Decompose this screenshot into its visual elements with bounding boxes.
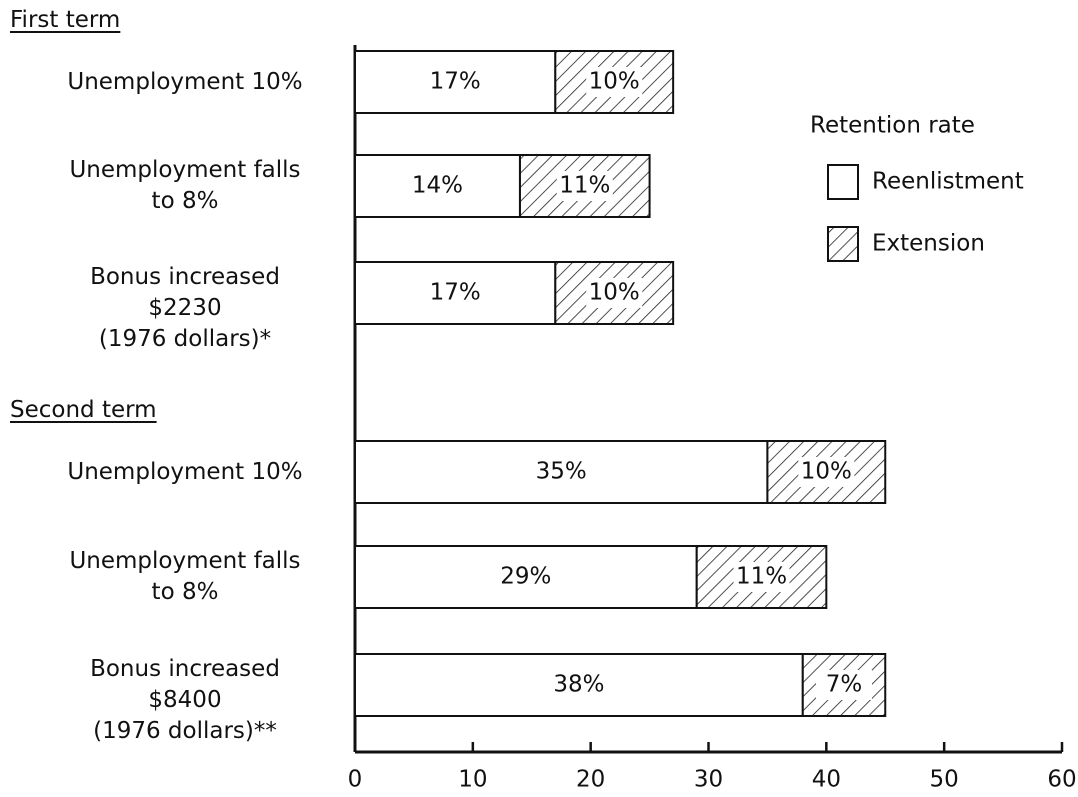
category-label: Unemployment 10%	[67, 68, 303, 95]
legend-title: Retention rate	[810, 113, 975, 139]
bar-segment	[354, 50, 557, 114]
category-label: Unemployment falls to 8%	[69, 157, 301, 214]
legend-label: Extension	[872, 231, 985, 257]
bar-segment	[354, 440, 769, 504]
x-tick-label: 60	[1047, 767, 1076, 793]
value-label-bg	[798, 457, 855, 487]
value-label: 10%	[589, 69, 640, 95]
value-label-bg	[586, 278, 643, 308]
x-tick-label: 20	[576, 767, 605, 793]
value-label: 17%	[430, 69, 481, 95]
value-label-bg	[816, 670, 873, 700]
value-label: 7%	[826, 672, 863, 698]
x-tick-label: 0	[348, 767, 363, 793]
bar-segment	[354, 261, 557, 325]
value-label-bg	[586, 67, 643, 97]
group-heading: First term	[10, 7, 121, 33]
category-label: Unemployment falls to 8%	[69, 548, 301, 605]
category-label: Bonus increased $8400 (1976 dollars)**	[90, 656, 280, 744]
legend-swatch	[827, 226, 859, 262]
bar-segment	[354, 154, 521, 218]
value-label: 17%	[430, 280, 481, 306]
x-tick-label: 10	[458, 767, 487, 793]
legend-label: Reenlistment	[872, 169, 1024, 195]
legend-swatch	[827, 164, 859, 200]
bar-segment	[518, 154, 651, 218]
value-label-bg	[733, 562, 790, 592]
group-heading: Second term	[10, 397, 157, 423]
value-label: 38%	[553, 672, 604, 698]
x-tick-label: 50	[930, 767, 959, 793]
value-label: 11%	[736, 564, 787, 590]
value-label: 14%	[412, 173, 463, 199]
value-label: 35%	[536, 459, 587, 485]
x-tick-label: 40	[812, 767, 841, 793]
category-label: Unemployment 10%	[67, 458, 303, 485]
value-label: 29%	[500, 564, 551, 590]
bar-segment	[354, 653, 804, 717]
x-tick-label: 30	[694, 767, 723, 793]
category-label: Bonus increased $2230 (1976 dollars)*	[90, 264, 280, 352]
value-label-bg	[556, 171, 613, 201]
value-label: 11%	[559, 173, 610, 199]
value-label: 10%	[589, 280, 640, 306]
value-label: 10%	[801, 459, 852, 485]
